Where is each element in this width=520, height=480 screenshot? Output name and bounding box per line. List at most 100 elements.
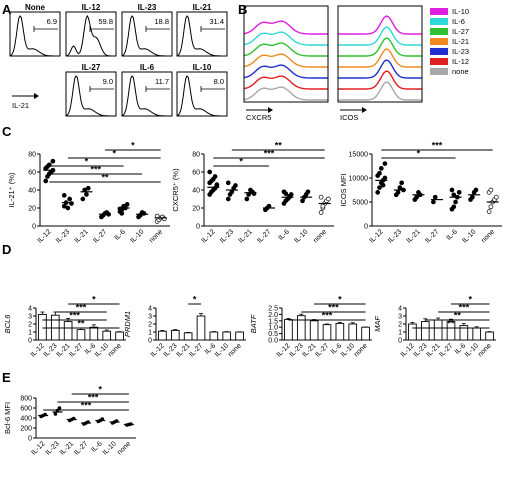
- C1-ytick-label-0: 0: [196, 224, 200, 231]
- D2-cat-3: IL-27: [314, 342, 330, 358]
- C1-cat-4: IL-6: [278, 228, 292, 242]
- overlay-curve-IL-27: [338, 37, 422, 57]
- overlay-curve-IL-23: [338, 59, 422, 79]
- D1-ylabel: PRDM1: [123, 311, 132, 337]
- D0-cat-0: IL-12: [30, 342, 46, 358]
- panelB-arrowhead-0: [268, 107, 273, 113]
- panelB-xlabel-0: CXCR5: [246, 113, 271, 122]
- C2-ylabel: ICOS MFI: [339, 173, 348, 206]
- D2-bar-3: [322, 324, 332, 341]
- C1-point-2-0: [244, 196, 250, 202]
- C1-point-6-6: [320, 203, 326, 209]
- histogram-curve-1: [65, 14, 116, 57]
- C2-point-6-0: [486, 209, 492, 214]
- legend-swatch-IL-6: [430, 18, 448, 25]
- D3-bar-0: [408, 323, 417, 341]
- panelA-xlabel: IL-21: [12, 101, 29, 110]
- overlay-curve-IL-23: [243, 64, 328, 79]
- D3-ylabel: MAF: [373, 316, 382, 332]
- C0-sig-label-2: *: [85, 157, 89, 167]
- C2-ytick-label-0: 0: [364, 224, 368, 231]
- gate-value-4: 9.0: [103, 77, 113, 86]
- D0-cat-3: IL-27: [68, 342, 84, 358]
- C2-point-6-6: [488, 187, 494, 193]
- D3-ytick-label-4: 4: [398, 306, 402, 313]
- D2-ytick-label-2: 1.0: [268, 325, 278, 332]
- histogram-title-0: None: [25, 3, 46, 12]
- D3-cat-0: IL-12: [400, 342, 416, 358]
- D1-cat-0: IL-12: [150, 342, 166, 358]
- overlay-curve-none: [243, 86, 328, 101]
- C1-ytick-label-4: 80: [192, 152, 200, 159]
- D0-cat-6: none: [107, 342, 123, 358]
- C1-cat-1: IL-23: [219, 228, 235, 244]
- C1-sig-label-2: **: [275, 141, 283, 151]
- histogram-frame-3: [176, 11, 228, 57]
- E0-ylabel: Bcl-6 MFI: [3, 402, 12, 434]
- C2-point-2-1: [414, 194, 419, 200]
- C0-cat-5: IL-10: [129, 228, 145, 244]
- E0-cat-1: IL-23: [45, 440, 61, 456]
- E0-cat-3: IL-27: [73, 440, 89, 456]
- E0-ytick-label-4: 800: [20, 396, 32, 403]
- C0-ylabel: IL-21⁺ (%): [7, 172, 16, 207]
- C1-point-1-0: [225, 196, 231, 202]
- D1-bar-4: [209, 331, 219, 341]
- histogram-frame-6: [176, 71, 228, 117]
- C2-ytick-label-2: 10000: [349, 176, 369, 183]
- C0-cat-4: IL-6: [114, 228, 128, 242]
- histogram-title-6: IL-10: [193, 63, 212, 72]
- D1-ytick-label-1: 1: [148, 330, 152, 337]
- D3-bar-6: [485, 331, 494, 341]
- D0-ytick-label-4: 4: [28, 306, 32, 313]
- histogram-title-4: IL-27: [82, 63, 101, 72]
- C0-point-0-9: [50, 158, 56, 164]
- D2-cat-2: IL-21: [301, 342, 317, 358]
- C2-cat-0: IL-12: [368, 228, 384, 244]
- overlay-curve-IL-27: [243, 42, 328, 57]
- histogram-curve-6: [176, 75, 227, 117]
- D0-cat-1: IL-23: [42, 342, 58, 358]
- overlay-curve-IL-12: [338, 70, 422, 90]
- C1-sig-label-0: *: [239, 157, 243, 167]
- C1-point-6-0: [318, 210, 324, 215]
- E0-cat-2: IL-21: [59, 440, 75, 456]
- overlay-curve-none: [338, 81, 422, 101]
- D2-ytick-label-0: 0.0: [268, 338, 278, 345]
- D2-ytick-label-4: 2.0: [268, 312, 278, 319]
- histogram-frame-1: [65, 11, 117, 57]
- C1-ytick-label-1: 20: [192, 206, 200, 213]
- C2-point-3-1: [432, 194, 438, 200]
- C2-point-0-8: [380, 182, 386, 188]
- C2-point-0-7: [378, 166, 384, 171]
- D3-bar-2: [433, 319, 443, 341]
- overlay-curve-IL-21: [243, 53, 328, 68]
- histogram-title-3: IL-21: [193, 3, 212, 12]
- overlay-group-0: [243, 20, 328, 101]
- C2-point-5-3: [473, 187, 479, 193]
- C0-ytick-label-2: 40: [28, 188, 36, 195]
- C1-sig-label-1: ***: [264, 149, 275, 159]
- C2-ytick-label-3: 15000: [349, 152, 369, 159]
- D1-sig-label-0: *: [193, 295, 197, 305]
- legend-label-IL-21: IL-21: [452, 37, 469, 46]
- legend-swatch-IL-21: [430, 38, 448, 45]
- C2-point-6-1: [488, 204, 494, 210]
- C0-sig-label-3: *: [113, 149, 117, 159]
- legend-label-IL-10: IL-10: [452, 7, 469, 16]
- E0-sig-label-0: ***: [81, 401, 92, 411]
- D0-bar-3: [76, 329, 86, 341]
- D3-sig-label-0: **: [447, 319, 455, 329]
- D2-bar-0: [284, 319, 293, 341]
- E0-ytick-label-0: 0: [28, 436, 32, 443]
- D2-bar-4: [335, 322, 345, 341]
- D1-cat-3: IL-27: [188, 342, 204, 358]
- xaxis-arrow-head: [34, 93, 39, 99]
- C1-cat-6: none: [312, 228, 328, 244]
- panel-label-C: C: [2, 124, 12, 139]
- C2-cat-1: IL-23: [387, 228, 403, 244]
- C2-point-0-6: [377, 170, 382, 176]
- D2-bar-1: [296, 315, 306, 341]
- C2-point-6-4: [493, 194, 499, 200]
- C2-cat-5: IL-10: [461, 228, 477, 244]
